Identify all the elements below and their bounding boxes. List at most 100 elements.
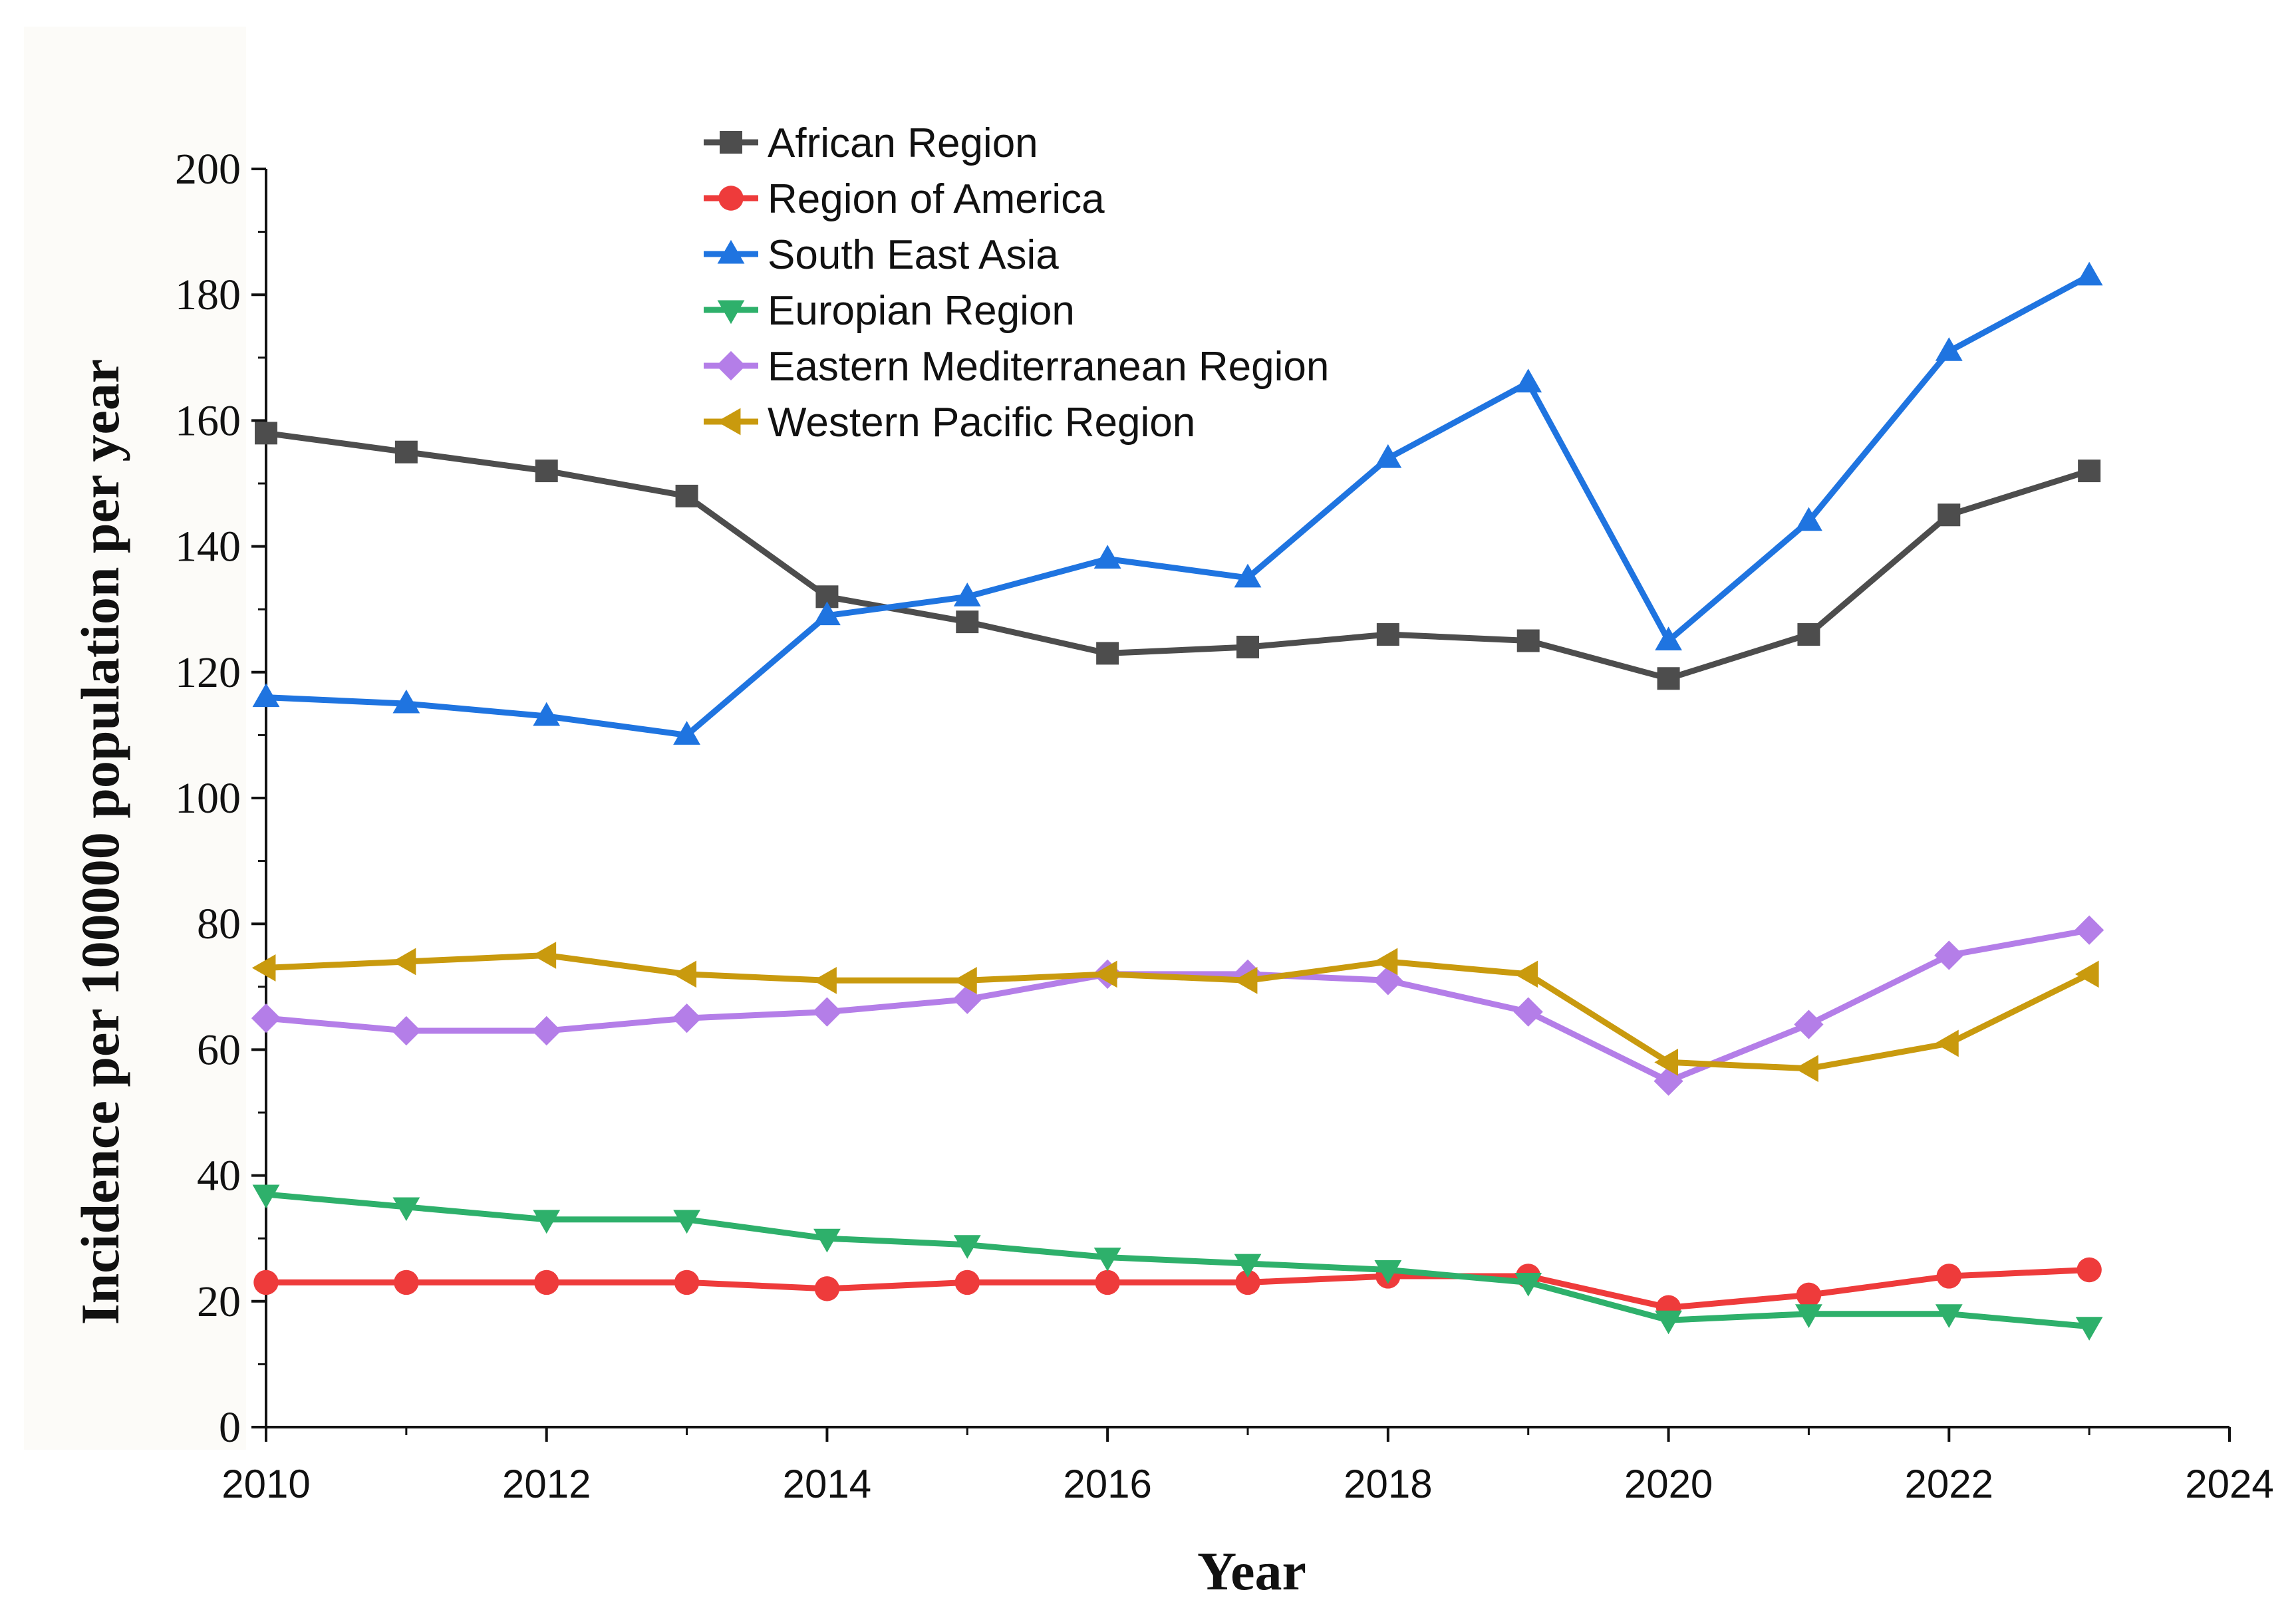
data-point-eastern-mediterranean-region	[2075, 915, 2104, 945]
legend-marker	[717, 239, 745, 264]
legend-label: Region of America	[768, 176, 1105, 222]
legend-entry: Western Pacific Region	[704, 400, 1195, 446]
legend-label: African Region	[768, 120, 1038, 166]
data-point-eastern-mediterranean-region	[531, 1015, 561, 1046]
data-point-europian-region	[813, 1228, 841, 1253]
legend-marker	[716, 350, 746, 381]
legend-entry: Eastern Mediterranean Region	[704, 344, 1329, 390]
y-tick-label: 80	[197, 900, 241, 948]
data-point-europian-region	[533, 1210, 561, 1234]
data-point-eastern-mediterranean-region	[1653, 1066, 1683, 1096]
data-point-eastern-mediterranean-region	[1373, 966, 1403, 996]
x-tick-label: 2010	[221, 1462, 310, 1506]
x-tick-label: 2016	[1063, 1462, 1151, 1506]
data-point-eastern-mediterranean-region	[1934, 940, 1964, 970]
data-point-african-region	[1236, 635, 1259, 658]
data-point-south-east-asia	[533, 702, 561, 726]
data-point-region-of-america	[1235, 1270, 1260, 1295]
data-point-europian-region	[1795, 1304, 1822, 1328]
y-tick-label: 180	[175, 271, 241, 319]
x-tick-label: 2018	[1344, 1462, 1432, 1506]
data-point-south-east-asia	[2075, 261, 2103, 286]
axes: 0 20 40 60 80 100 120 140 160 180 200 2010 2012 2014 2…	[175, 145, 2274, 1506]
data-point-african-region	[1657, 667, 1680, 690]
data-point-western-pacific-region	[1794, 1055, 1818, 1083]
series-layer	[251, 261, 2104, 1341]
data-point-western-pacific-region	[1935, 1029, 1959, 1057]
legend-label: Europian Region	[768, 288, 1075, 334]
x-tick-label: 2012	[502, 1462, 591, 1506]
data-point-african-region	[1376, 623, 1399, 646]
data-point-western-pacific-region	[1093, 960, 1117, 988]
series-line-western-pacific-region	[265, 952, 2091, 1072]
data-point-region-of-america	[1936, 1264, 1961, 1289]
data-point-europian-region	[392, 1197, 420, 1222]
data-point-south-east-asia	[1795, 507, 1822, 531]
data-point-eastern-mediterranean-region	[952, 984, 982, 1014]
data-point-western-pacific-region	[251, 954, 276, 982]
data-point-south-east-asia	[953, 583, 981, 606]
legend-label: Eastern Mediterranean Region	[768, 344, 1329, 390]
legend-marker	[718, 186, 744, 211]
series-region-of-america	[253, 1257, 2102, 1320]
x-tick-label: 2014	[783, 1462, 871, 1506]
x-tick-label: 2020	[1624, 1462, 1713, 1506]
data-point-region-of-america	[674, 1270, 700, 1295]
y-tick-label: 100	[175, 774, 241, 823]
data-point-europian-region	[252, 1184, 280, 1209]
legend-entry: South East Asia	[704, 232, 1059, 278]
series-south-east-asia	[252, 261, 2103, 745]
data-point-african-region	[1937, 503, 1961, 527]
data-point-south-east-asia	[1234, 563, 1262, 588]
y-tick-label: 200	[175, 145, 241, 194]
data-point-western-pacific-region	[532, 942, 557, 969]
data-point-europian-region	[2075, 1317, 2103, 1341]
legend-marker	[717, 300, 745, 325]
data-point-region-of-america	[1095, 1270, 1120, 1295]
series-line-eastern-mediterranean-region	[265, 927, 2090, 1085]
data-point-african-region	[255, 422, 277, 445]
data-point-south-east-asia	[1514, 368, 1542, 393]
series-western-pacific-region	[251, 942, 2099, 1083]
y-tick-label: 120	[175, 648, 241, 697]
series-line-region-of-america	[266, 1267, 2090, 1311]
data-point-african-region	[1096, 642, 1119, 665]
legend-entry: Region of America	[704, 176, 1105, 222]
y-tick-label: 160	[175, 396, 241, 445]
data-point-europian-region	[1514, 1272, 1542, 1297]
data-point-europian-region	[1093, 1248, 1121, 1272]
data-point-region-of-america	[814, 1276, 840, 1301]
data-point-western-pacific-region	[1514, 960, 1538, 988]
data-point-eastern-mediterranean-region	[1513, 997, 1543, 1027]
data-point-europian-region	[1935, 1304, 1963, 1328]
data-point-europian-region	[1374, 1260, 1402, 1284]
data-point-eastern-mediterranean-region	[1794, 1009, 1824, 1039]
data-point-europian-region	[953, 1235, 981, 1259]
data-point-south-east-asia	[673, 721, 700, 745]
data-point-south-east-asia	[1935, 337, 1963, 361]
data-point-south-east-asia	[813, 601, 841, 626]
y-tick-label: 20	[197, 1277, 241, 1326]
data-point-south-east-asia	[1093, 545, 1121, 569]
y-axis-title: Incidence per 100000 population per year	[70, 359, 130, 1325]
data-point-african-region	[394, 440, 418, 464]
data-point-eastern-mediterranean-region	[391, 1015, 421, 1046]
data-point-region-of-america	[1796, 1282, 1822, 1308]
data-point-europian-region	[673, 1210, 700, 1234]
data-point-african-region	[675, 484, 698, 507]
data-point-europian-region	[1234, 1254, 1262, 1278]
data-point-south-east-asia	[1374, 444, 1402, 468]
data-point-region-of-america	[954, 1270, 980, 1295]
data-point-western-pacific-region	[2075, 960, 2099, 988]
x-tick-label: 2022	[1905, 1462, 1993, 1506]
series-african-region	[255, 422, 2101, 690]
series-europian-region	[252, 1184, 2103, 1341]
series-eastern-mediterranean-region	[251, 915, 2104, 1096]
y-tick-label: 0	[219, 1403, 241, 1452]
legend: African Region Region of America South Eas…	[704, 120, 1329, 446]
data-point-western-pacific-region	[1654, 1048, 1679, 1076]
legend-marker	[720, 131, 742, 154]
series-line-europian-region	[265, 1191, 2090, 1330]
series-line-african-region	[265, 430, 2090, 682]
